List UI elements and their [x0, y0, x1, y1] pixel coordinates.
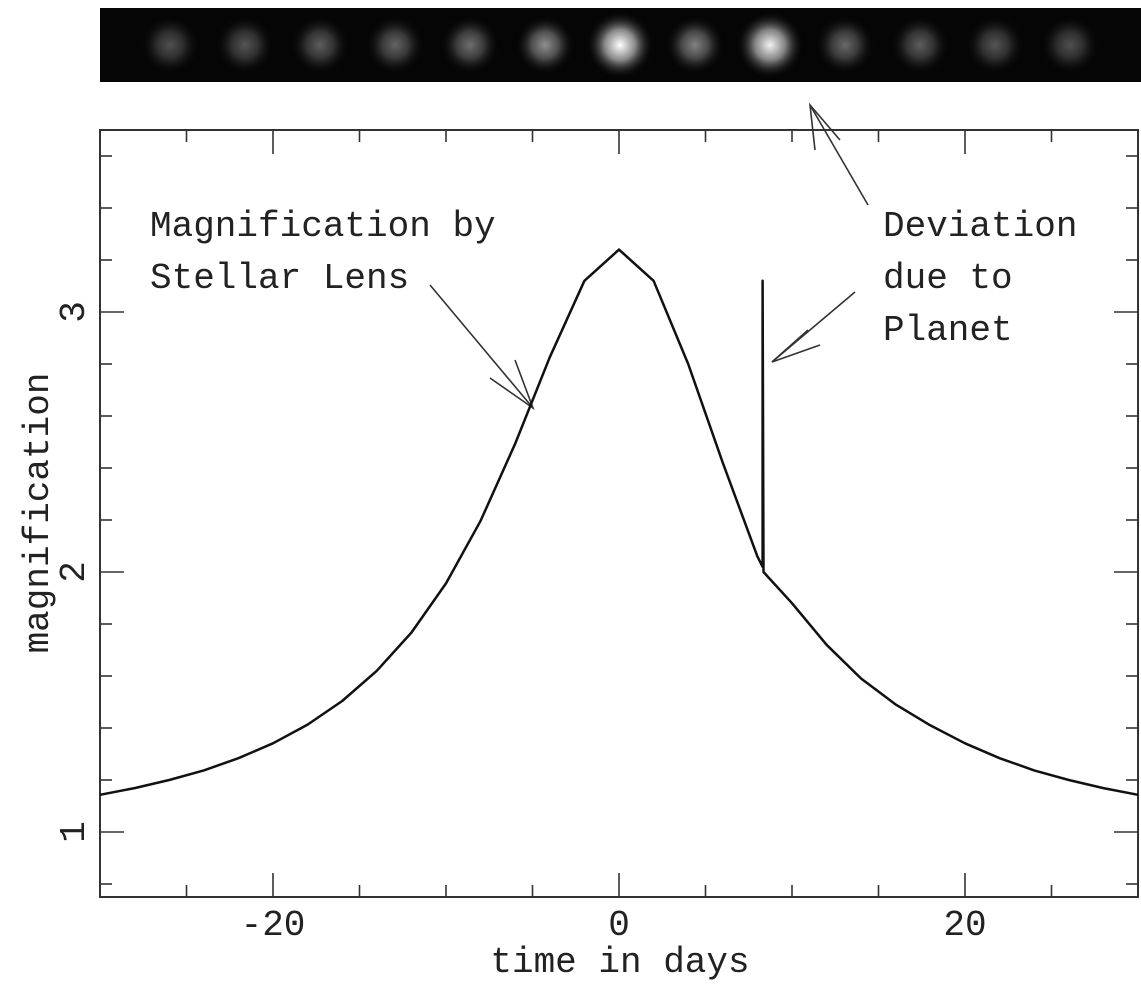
x-tick-label: -20: [241, 905, 306, 946]
y-tick-label: 3: [54, 301, 95, 323]
annotation-text: Magnification by: [150, 206, 496, 247]
y-tick-label: 1: [54, 821, 95, 843]
x-tick-label: 20: [943, 905, 986, 946]
y-axis-label: magnification: [18, 373, 59, 654]
annotation-text: due to: [883, 258, 1013, 299]
annotation-text: Deviation: [883, 206, 1077, 247]
light-curve: [99, 248, 1139, 797]
x-axis-label: time in days: [490, 942, 749, 982]
annotation-arrows: [429, 102, 869, 411]
x-tick-label: 0: [608, 905, 630, 946]
star-image-strip: [100, 8, 1141, 82]
y-tick-label: 2: [54, 561, 95, 583]
annotation-text: Stellar Lens: [150, 258, 409, 299]
annotation-text: Planet: [883, 310, 1013, 351]
